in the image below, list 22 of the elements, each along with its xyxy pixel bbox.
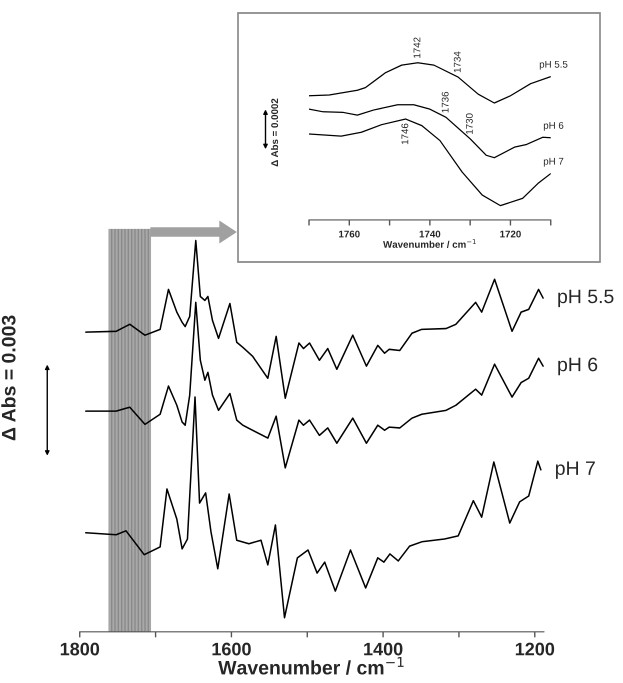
- x-tick-label: 1720: [500, 230, 521, 238]
- x-axis-title: Wavenumber / cm$^{−1}$: [218, 657, 404, 675]
- x-tick-label: 1600: [212, 642, 251, 656]
- x-tick-label: 1400: [364, 642, 402, 656]
- series-label: pH 5.5: [558, 290, 614, 308]
- series-label: pH 7: [556, 461, 595, 479]
- x-tick-label: 1740: [420, 230, 440, 238]
- annotation: 1736: [442, 92, 449, 112]
- series-label: pH 6: [544, 122, 564, 131]
- annotation: 1742: [414, 37, 420, 58]
- y-axis-title: Δ Abs = 0.0002: [270, 98, 278, 166]
- annotation: 1734: [454, 52, 461, 72]
- x-tick-label: 1200: [516, 642, 554, 656]
- y-axis-title: Δ Abs = 0.003: [1, 316, 16, 440]
- series-label: pH 6: [558, 358, 598, 376]
- annotation: 1730: [466, 113, 473, 134]
- x-axis-title: Wavenumber / cm$^{−1}$: [383, 239, 476, 248]
- annotation: 1746: [401, 124, 408, 144]
- series-label: pH 5.5: [540, 60, 568, 70]
- x-tick-label: 1800: [60, 642, 100, 656]
- x-tick-label: 1760: [339, 230, 360, 238]
- series-label: pH 7: [544, 158, 564, 167]
